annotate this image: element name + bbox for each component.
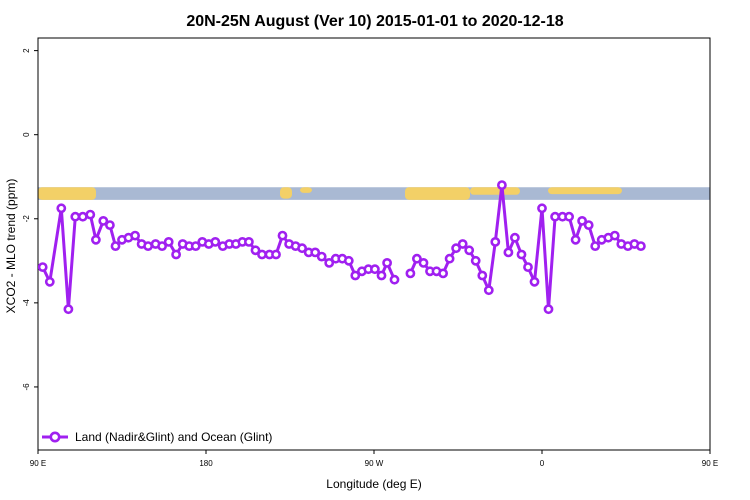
x-tick-label: 90 W bbox=[365, 459, 384, 468]
y-tick-label: 2 bbox=[22, 48, 31, 53]
legend-marker-swatch bbox=[49, 431, 61, 443]
data-point bbox=[91, 234, 101, 245]
data-point bbox=[590, 241, 601, 251]
data-point bbox=[105, 220, 115, 230]
x-axis: 90 E 180 90 W 0 90 E bbox=[30, 450, 718, 468]
data-point bbox=[324, 257, 335, 268]
data-point bbox=[63, 304, 74, 315]
x-tick-label: 0 bbox=[540, 459, 545, 468]
data-point bbox=[369, 264, 380, 275]
data-point bbox=[577, 215, 587, 226]
data-point bbox=[636, 241, 646, 251]
data-point bbox=[190, 241, 201, 251]
x-axis-label: Longitude (deg E) bbox=[326, 477, 421, 491]
data-point bbox=[418, 257, 429, 268]
data-point bbox=[163, 236, 174, 247]
x-tick-label: 90 E bbox=[30, 459, 46, 468]
x-tick-label: 90 E bbox=[702, 459, 718, 468]
data-point bbox=[38, 262, 48, 272]
chart-title: 20N-25N August (Ver 10) 2015-01-01 to 20… bbox=[186, 13, 563, 30]
data-point bbox=[503, 247, 514, 258]
data-point bbox=[537, 203, 547, 214]
land-mass-5 bbox=[548, 187, 622, 195]
data-point bbox=[310, 247, 321, 258]
series-layer bbox=[38, 180, 646, 315]
data-point bbox=[110, 241, 121, 251]
series-line-segment bbox=[409, 183, 642, 311]
data-point bbox=[583, 220, 594, 230]
data-point bbox=[609, 230, 620, 241]
data-point bbox=[490, 236, 501, 247]
y-tick-label: -2 bbox=[22, 215, 31, 223]
data-point bbox=[470, 255, 481, 266]
data-point bbox=[483, 285, 494, 296]
data-point bbox=[130, 230, 140, 241]
data-point bbox=[316, 251, 327, 262]
data-point bbox=[271, 249, 281, 260]
data-point bbox=[376, 270, 387, 281]
data-point bbox=[343, 255, 354, 266]
data-point bbox=[297, 243, 307, 254]
data-point bbox=[243, 236, 254, 247]
legend-label: Land (Nadir&Glint) and Ocean (Glint) bbox=[75, 430, 272, 444]
data-point bbox=[44, 276, 55, 287]
data-point bbox=[444, 253, 455, 264]
data-point bbox=[143, 241, 153, 251]
land-mass-0 bbox=[38, 187, 96, 200]
data-point bbox=[564, 211, 574, 222]
data-point bbox=[523, 262, 533, 272]
data-point bbox=[277, 230, 288, 241]
land-mass-3 bbox=[405, 187, 470, 200]
data-point bbox=[457, 239, 468, 249]
land-mass-4 bbox=[470, 187, 520, 195]
legend: Land (Nadir&Glint) and Ocean (Glint) bbox=[42, 430, 272, 444]
ocean-band bbox=[38, 187, 710, 200]
data-point bbox=[451, 243, 461, 254]
y-tick-label: -4 bbox=[22, 299, 31, 307]
data-point bbox=[411, 253, 422, 264]
data-point bbox=[382, 257, 392, 268]
data-point bbox=[464, 245, 475, 256]
data-point bbox=[85, 209, 96, 220]
data-point bbox=[77, 211, 88, 222]
data-point bbox=[510, 232, 520, 243]
data-point bbox=[405, 268, 416, 279]
data-point bbox=[529, 276, 540, 287]
data-point bbox=[98, 215, 109, 226]
data-point bbox=[477, 270, 488, 281]
data-point bbox=[56, 203, 67, 214]
y-axis-label: XCO2 - MLO trend (ppm) bbox=[4, 179, 18, 314]
y-tick-label: -6 bbox=[22, 383, 31, 391]
y-axis: 2 0 -2 -4 -6 bbox=[22, 48, 38, 391]
data-point bbox=[496, 180, 507, 190]
data-point bbox=[171, 249, 181, 260]
x-tick-label: 180 bbox=[199, 459, 213, 468]
data-point bbox=[438, 268, 448, 279]
world-map-strip bbox=[38, 187, 710, 200]
data-point bbox=[70, 211, 81, 222]
y-tick-label: 0 bbox=[22, 132, 31, 137]
data-point bbox=[543, 304, 554, 315]
data-point bbox=[389, 274, 400, 285]
data-point bbox=[157, 241, 167, 251]
land-mass-2 bbox=[300, 187, 312, 193]
data-point bbox=[516, 249, 527, 260]
data-point bbox=[570, 234, 581, 245]
data-point bbox=[250, 245, 261, 256]
data-point bbox=[257, 249, 267, 260]
data-point bbox=[210, 236, 221, 247]
data-point bbox=[350, 270, 361, 281]
land-mass-1 bbox=[280, 187, 292, 199]
